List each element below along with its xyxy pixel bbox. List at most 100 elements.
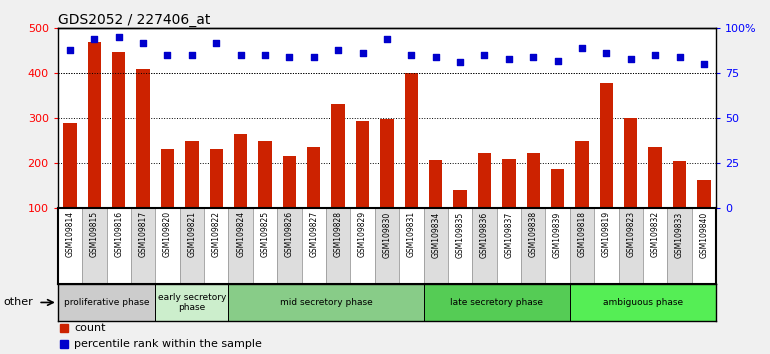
Bar — [204, 207, 229, 284]
Bar — [131, 207, 156, 284]
Point — [307, 54, 320, 60]
Bar — [521, 207, 545, 284]
Point — [64, 47, 76, 53]
Text: GSM109832: GSM109832 — [651, 211, 660, 257]
Bar — [112, 52, 126, 207]
Text: GSM109830: GSM109830 — [383, 211, 391, 258]
Point — [112, 34, 125, 40]
Bar — [648, 147, 662, 207]
Bar — [229, 207, 253, 284]
Bar — [594, 207, 618, 284]
Bar — [209, 149, 223, 207]
Bar — [697, 180, 711, 207]
Bar — [277, 207, 302, 284]
Bar — [356, 121, 370, 207]
Text: GSM109816: GSM109816 — [114, 211, 123, 257]
Text: GSM109827: GSM109827 — [310, 211, 318, 257]
Bar — [404, 73, 418, 207]
Bar — [624, 118, 638, 207]
Point — [624, 56, 637, 62]
Bar — [570, 207, 594, 284]
Text: GSM109829: GSM109829 — [358, 211, 367, 257]
Bar — [497, 207, 521, 284]
Text: GSM109838: GSM109838 — [529, 211, 537, 257]
Point — [137, 40, 149, 45]
Point — [673, 54, 686, 60]
Bar — [350, 207, 375, 284]
Bar — [185, 141, 199, 207]
Point — [357, 51, 369, 56]
Bar — [472, 207, 497, 284]
Text: proliferative phase: proliferative phase — [64, 298, 149, 307]
Point — [698, 61, 710, 67]
Bar — [156, 207, 179, 284]
Text: GSM109821: GSM109821 — [187, 211, 196, 257]
Point — [381, 36, 393, 42]
Point — [234, 52, 246, 58]
Bar — [380, 119, 393, 207]
Bar — [307, 147, 320, 207]
Text: ambiguous phase: ambiguous phase — [603, 298, 683, 307]
Bar — [156, 284, 229, 321]
Bar — [58, 207, 82, 284]
Bar — [618, 207, 643, 284]
Point — [162, 52, 174, 58]
Text: GSM109840: GSM109840 — [699, 211, 708, 258]
Bar — [229, 284, 424, 321]
Bar — [448, 207, 472, 284]
Bar — [88, 42, 101, 207]
Point — [186, 52, 198, 58]
Bar — [399, 207, 424, 284]
Text: percentile rank within the sample: percentile rank within the sample — [74, 339, 262, 349]
Text: GSM109833: GSM109833 — [675, 211, 684, 258]
Text: GSM109834: GSM109834 — [431, 211, 440, 258]
Bar — [691, 207, 716, 284]
Bar — [161, 149, 174, 207]
Bar — [575, 141, 589, 207]
Point — [210, 40, 223, 45]
Text: count: count — [74, 323, 105, 333]
Text: GSM109823: GSM109823 — [626, 211, 635, 257]
Point — [551, 58, 564, 63]
Text: GSM109825: GSM109825 — [260, 211, 269, 257]
Bar — [668, 207, 691, 284]
Bar — [179, 207, 204, 284]
Point — [88, 36, 100, 42]
Bar — [477, 153, 491, 207]
Bar — [283, 155, 296, 207]
Text: GSM109814: GSM109814 — [65, 211, 75, 257]
Bar — [545, 207, 570, 284]
Bar — [106, 207, 131, 284]
Bar — [331, 104, 345, 207]
Text: GSM109835: GSM109835 — [456, 211, 464, 258]
Text: GSM109818: GSM109818 — [578, 211, 587, 257]
Text: mid secretory phase: mid secretory phase — [280, 298, 373, 307]
Bar — [258, 141, 272, 207]
Text: GSM109819: GSM109819 — [602, 211, 611, 257]
Bar — [600, 83, 613, 207]
Text: GSM109831: GSM109831 — [407, 211, 416, 257]
Point — [430, 54, 442, 60]
Bar — [454, 190, 467, 207]
Point — [527, 54, 539, 60]
Bar — [551, 170, 564, 207]
Bar — [326, 207, 350, 284]
Bar — [643, 207, 668, 284]
Point — [576, 45, 588, 51]
Point — [601, 51, 613, 56]
Point — [259, 52, 271, 58]
Bar — [253, 207, 277, 284]
Point — [503, 56, 515, 62]
Text: other: other — [4, 297, 33, 308]
Bar — [136, 69, 150, 207]
Point — [649, 52, 661, 58]
Text: GSM109824: GSM109824 — [236, 211, 245, 257]
Bar — [527, 153, 540, 207]
Bar — [63, 123, 77, 207]
Bar — [429, 160, 443, 207]
Bar — [424, 207, 448, 284]
Bar — [424, 284, 570, 321]
Bar — [82, 207, 106, 284]
Text: GSM109837: GSM109837 — [504, 211, 514, 258]
Bar — [302, 207, 326, 284]
